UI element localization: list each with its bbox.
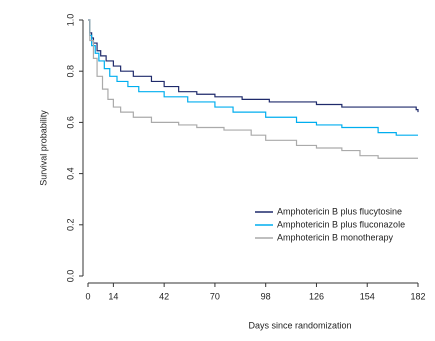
y-tick-label: 0.0 [65, 270, 75, 283]
y-tick-label: 1.0 [65, 14, 75, 27]
y-tick-label: 0.6 [65, 116, 75, 129]
x-axis-label: Days since randomization [248, 320, 351, 330]
y-tick-label: 0.8 [65, 65, 75, 78]
x-tick-label: 0 [85, 291, 90, 301]
x-tick-label: 98 [261, 291, 271, 301]
survival-curve [88, 19, 418, 136]
x-tick-label: 182 [410, 291, 425, 301]
survival-curve [88, 19, 419, 113]
legend-label: Amphotericin B plus fluconazole [277, 219, 405, 229]
survival-curve [88, 19, 418, 159]
y-axis-label: Survival probability [38, 110, 48, 186]
legend-label: Amphotericin B monotherapy [277, 232, 394, 242]
y-tick-label: 0.4 [65, 167, 75, 180]
legend-label: Amphotericin B plus flucytosine [277, 206, 402, 216]
x-tick-label: 42 [159, 291, 169, 301]
x-tick-label: 126 [309, 291, 324, 301]
x-tick-label: 14 [108, 291, 118, 301]
x-tick-label: 154 [360, 291, 375, 301]
x-tick-label: 70 [210, 291, 220, 301]
y-tick-label: 0.2 [65, 219, 75, 232]
